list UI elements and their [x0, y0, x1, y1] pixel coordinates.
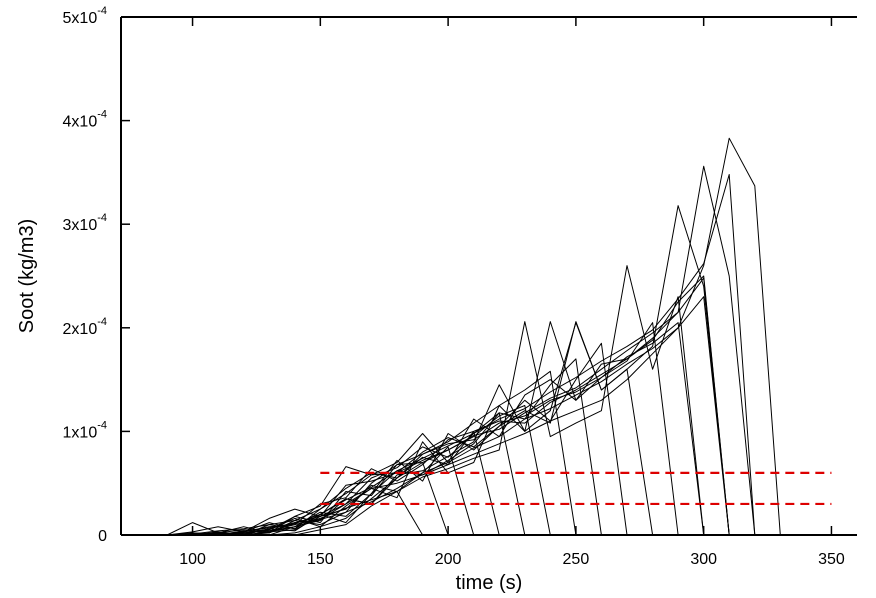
series-line-3 — [141, 205, 730, 536]
series-line-19 — [141, 322, 705, 536]
x-tick-label: 100 — [179, 551, 206, 568]
series-line-1 — [141, 137, 781, 536]
series-line-7 — [141, 342, 628, 536]
y-tick-label: 4x10-4 — [63, 109, 107, 131]
series-line-18 — [141, 275, 730, 536]
x-tick-label: 150 — [307, 551, 334, 568]
y-tick-label: 0 — [98, 528, 107, 545]
y-tick-label: 5x10-4 — [63, 5, 107, 27]
x-tick-label: 200 — [435, 551, 462, 568]
series-line-16 — [141, 277, 730, 536]
x-tick-label: 250 — [563, 551, 590, 568]
series-line-17 — [141, 296, 730, 536]
reference-lines — [320, 471, 832, 506]
series-line-4 — [141, 265, 705, 536]
axes: 100 150 200 250 300 350 0 1x10-4 2x10-4 3x10-4 4x1… — [63, 5, 857, 568]
y-tick-label: 2x10-4 — [63, 316, 107, 338]
x-tick-label: 300 — [690, 551, 717, 568]
y-tick-label: 1x10-4 — [63, 419, 107, 441]
series-line-9 — [141, 370, 577, 536]
x-axis-title: time (s) — [456, 572, 523, 594]
y-axis-title: Soot (kg/m3) — [16, 219, 38, 333]
series-line-8 — [141, 358, 602, 536]
y-tick-label: 3x10-4 — [63, 212, 107, 234]
x-tick-label: 350 — [818, 551, 845, 568]
series-line-2 — [141, 165, 756, 536]
series-line-20 — [141, 174, 756, 536]
soot-traces — [141, 137, 781, 536]
